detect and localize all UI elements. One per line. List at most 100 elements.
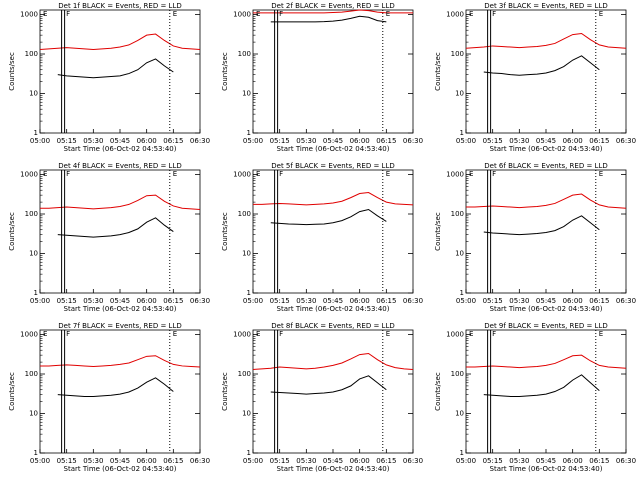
y-tick-label: 1000: [233, 171, 251, 179]
y-tick-label: 100: [25, 370, 38, 378]
x-tick-label: 05:00: [243, 297, 263, 305]
x-tick-label: 05:45: [536, 457, 556, 465]
x-tick-label: 05:15: [57, 457, 77, 465]
x-tick-label: 05:45: [323, 297, 343, 305]
series-line: [270, 375, 387, 395]
y-tick-label: 10: [242, 90, 251, 98]
y-tick-label: 100: [238, 210, 251, 218]
y-tick-label: 10: [242, 410, 251, 418]
y-tick-label: 1000: [446, 11, 464, 19]
x-tick-label: 06:30: [403, 137, 423, 145]
x-tick-label: 05:00: [30, 457, 50, 465]
series-line: [40, 194, 201, 210]
flag-label: E: [469, 330, 473, 338]
flag-label: E: [256, 170, 260, 178]
x-tick-label: 05:30: [296, 457, 316, 465]
y-tick-label: 100: [25, 50, 38, 58]
x-tick-label: 06:00: [350, 137, 370, 145]
x-tick-label: 06:00: [563, 457, 583, 465]
x-tick-label: 06:00: [350, 457, 370, 465]
y-axis-label: Counts/sec: [221, 372, 229, 411]
x-axis-label: Start Time (06-Oct-02 04:53:40): [490, 305, 603, 313]
x-tick-label: 05:15: [270, 297, 290, 305]
x-axis-label: Start Time (06-Oct-02 04:53:40): [490, 145, 603, 153]
x-tick-label: 06:15: [376, 297, 396, 305]
x-tick-label: 05:00: [243, 457, 263, 465]
y-tick-label: 1: [247, 449, 251, 457]
y-tick-label: 10: [242, 250, 251, 258]
x-tick-label: 06:15: [376, 457, 396, 465]
y-tick-label: 1000: [233, 11, 251, 19]
chart-title: Det 2f BLACK = Events, RED = LLD: [271, 2, 394, 10]
chart-title: Det 5f BLACK = Events, RED = LLD: [271, 162, 394, 170]
x-tick-label: 06:30: [190, 137, 210, 145]
x-tick-label: 05:00: [456, 137, 476, 145]
series-line: [270, 208, 387, 226]
x-tick-label: 06:00: [563, 297, 583, 305]
x-tick-label: 06:30: [616, 297, 636, 305]
series-line: [253, 9, 413, 14]
x-tick-label: 06:15: [589, 297, 609, 305]
x-tick-label: 05:30: [296, 137, 316, 145]
x-tick-label: 05:00: [30, 137, 50, 145]
x-axis-label: Start Time (06-Oct-02 04:53:40): [64, 465, 177, 473]
y-tick-label: 1: [247, 289, 251, 297]
x-tick-label: 06:00: [350, 297, 370, 305]
x-tick-label: 05:45: [536, 137, 556, 145]
y-tick-label: 1000: [20, 171, 38, 179]
x-tick-label: 05:00: [456, 457, 476, 465]
series-line: [39, 33, 201, 51]
flag-label: E: [599, 170, 603, 178]
x-tick-label: 05:45: [323, 457, 343, 465]
x-tick-label: 05:30: [509, 297, 529, 305]
y-tick-label: 1: [34, 449, 38, 457]
flag-label: F: [66, 330, 70, 338]
x-tick-label: 05:00: [30, 297, 50, 305]
x-tick-label: 06:30: [616, 137, 636, 145]
flag-label: F: [492, 10, 496, 18]
flag-label: E: [173, 170, 177, 178]
series-line: [483, 215, 600, 236]
x-tick-label: 06:30: [190, 457, 210, 465]
x-tick-label: 05:30: [83, 297, 103, 305]
x-tick-label: 05:45: [110, 137, 130, 145]
x-axis-label: Start Time (06-Oct-02 04:53:40): [490, 465, 603, 473]
y-axis-label: Counts/sec: [434, 212, 442, 251]
series-line: [57, 377, 174, 397]
x-tick-label: 05:15: [57, 137, 77, 145]
y-tick-label: 10: [29, 250, 38, 258]
y-tick-label: 1000: [446, 331, 464, 339]
y-tick-label: 100: [238, 50, 251, 58]
x-tick-label: 06:00: [137, 457, 157, 465]
flag-label: E: [256, 10, 260, 18]
y-axis-label: Counts/sec: [8, 52, 16, 91]
y-tick-label: 1: [34, 129, 38, 137]
y-axis-label: Counts/sec: [434, 52, 442, 91]
flag-label: E: [386, 170, 390, 178]
y-tick-label: 10: [29, 410, 38, 418]
flag-label: F: [492, 330, 496, 338]
x-tick-label: 05:30: [509, 457, 529, 465]
y-axis-label: Counts/sec: [434, 372, 442, 411]
series-line: [483, 374, 600, 397]
x-tick-label: 05:00: [456, 297, 476, 305]
x-axis-label: Start Time (06-Oct-02 04:53:40): [277, 305, 390, 313]
x-tick-label: 06:00: [563, 137, 583, 145]
x-tick-label: 06:00: [137, 137, 157, 145]
y-tick-label: 100: [25, 210, 38, 218]
x-tick-label: 06:15: [163, 457, 183, 465]
series-line: [57, 217, 174, 238]
y-tick-label: 10: [29, 90, 38, 98]
x-tick-label: 05:45: [536, 297, 556, 305]
y-tick-label: 100: [451, 210, 464, 218]
flag-label: F: [279, 330, 283, 338]
x-tick-label: 05:45: [323, 137, 343, 145]
x-tick-label: 05:15: [270, 457, 290, 465]
y-axis-label: Counts/sec: [221, 212, 229, 251]
flag-label: E: [386, 10, 390, 18]
y-tick-label: 1: [247, 129, 251, 137]
x-tick-label: 06:30: [616, 457, 636, 465]
flag-label: E: [469, 10, 473, 18]
x-tick-label: 06:15: [589, 457, 609, 465]
